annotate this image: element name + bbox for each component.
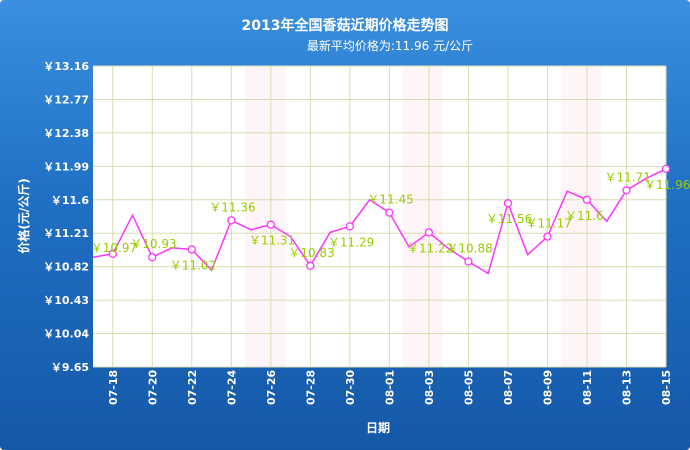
data-label: ￥11.45 (367, 193, 413, 207)
x-tick-label: 07-28 (304, 370, 317, 405)
data-point (464, 257, 473, 266)
x-tick-label: 07-18 (107, 370, 120, 405)
data-label: ￥10.93 (130, 237, 176, 251)
data-label: ￥11.56 (486, 212, 532, 226)
x-tick-label: 08-01 (383, 370, 396, 405)
x-tick-label: 08-05 (462, 370, 475, 405)
data-label: ￥10.83 (288, 246, 334, 260)
data-label: ￥11.29 (328, 235, 374, 249)
data-point (148, 253, 157, 262)
y-tick-label: ￥11.99 (43, 160, 89, 173)
data-point (266, 220, 275, 229)
background-band (245, 66, 285, 367)
y-tick-label: ￥12.38 (43, 127, 89, 140)
data-point (227, 216, 236, 225)
y-tick-label: ￥11.21 (43, 227, 89, 240)
background-band (561, 66, 601, 367)
y-tick-label: ￥10.43 (43, 294, 89, 307)
data-label: ￥11.17 (525, 217, 571, 231)
y-tick-label: ￥13.16 (43, 60, 89, 73)
data-point (543, 232, 552, 241)
data-label: ￥11.96 (644, 178, 690, 192)
x-tick-label: 08-07 (502, 370, 515, 405)
y-tick-label: ￥11.6 (51, 194, 89, 207)
background-band (403, 66, 443, 367)
data-point (187, 245, 196, 254)
x-tick-label: 07-20 (146, 369, 159, 405)
x-tick-label: 08-15 (660, 370, 673, 405)
data-label: ￥11.22 (407, 241, 453, 255)
data-point (424, 228, 434, 237)
data-point (345, 222, 355, 231)
x-tick-label: 07-24 (225, 369, 238, 405)
y-tick-label: ￥10.82 (43, 261, 89, 274)
data-point (503, 199, 513, 208)
x-tick-label: 08-11 (581, 370, 594, 405)
y-axis-label: 价格(元/公斤) (16, 178, 31, 253)
y-tick-label: ￥9.65 (51, 361, 89, 374)
x-tick-label: 07-22 (186, 370, 199, 405)
data-label: ￥10.97 (91, 241, 137, 255)
data-point (582, 195, 592, 204)
data-label: ￥10.88 (446, 242, 492, 256)
data-point (622, 186, 631, 195)
x-tick-label: 08-09 (541, 370, 554, 405)
data-label: ￥11.02 (170, 259, 216, 273)
x-tick-label: 07-30 (344, 369, 357, 405)
chart-title: 2013年全国香菇近期价格走势图 (242, 17, 449, 34)
x-tick-label: 08-03 (423, 370, 436, 405)
y-tick-label: ￥12.77 (43, 93, 89, 106)
y-tick-label: ￥10.04 (43, 328, 89, 341)
data-label: ￥11.31 (249, 234, 295, 248)
data-point (661, 164, 671, 174)
x-tick-label: 07-26 (265, 369, 278, 405)
data-point (108, 249, 117, 258)
data-point (385, 208, 394, 217)
x-axis-label: 日期 (366, 420, 390, 435)
data-label: ￥11.6 (565, 209, 604, 223)
data-label: ￥11.71 (604, 170, 650, 184)
x-tick-label: 08-13 (620, 370, 633, 405)
data-label: ￥11.36 (209, 200, 255, 214)
data-point (306, 261, 315, 270)
chart-subtitle: 最新平均价格为:11.96 元/公斤 (307, 38, 473, 53)
